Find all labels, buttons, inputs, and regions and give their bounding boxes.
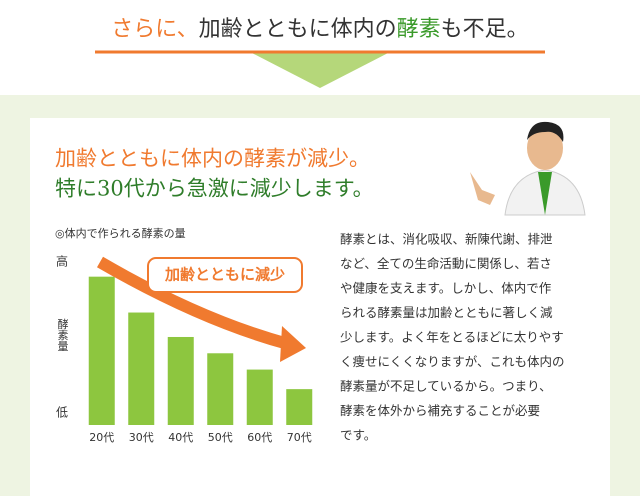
body-line: 酵素量が不足しているから。つまり、 <box>340 379 552 394</box>
person-illustration <box>470 121 586 216</box>
trend-arrow <box>96 256 290 350</box>
x-tick-label: 60代 <box>247 431 272 444</box>
body-line: など、全ての生命活動に関係し、若さ <box>340 256 552 271</box>
annotation: 加齢とともに減少 <box>164 266 285 284</box>
x-tick-label: 70代 <box>287 431 312 444</box>
body-line: 少します。よく年をとるほどに太りやす <box>340 330 564 345</box>
body-line: く痩せにくくなりますが、これも体内の <box>340 354 565 369</box>
body-line: です。 <box>340 428 376 443</box>
x-tick-label: 40代 <box>168 431 193 444</box>
page-title: さらに、加齢とともに体内の酵素も不足。 <box>111 17 528 42</box>
body-line: 酵素を体外から補充することが必要 <box>340 403 540 418</box>
title-part: さらに、 <box>111 17 198 42</box>
down-triangle <box>250 52 390 88</box>
body-text: 酵素とは、消化吸収、新陳代謝、排泄など、全ての生命活動に関係し、若さや健康を支え… <box>340 232 565 443</box>
plot: 低 高 20代 30代 40代 50代 60代 70代 <box>56 254 313 444</box>
y-tick-label: 低 <box>56 406 68 420</box>
title-part: も不足。 <box>441 17 529 42</box>
bar <box>88 276 115 425</box>
body-line: 酵素とは、消化吸収、新陳代謝、排泄 <box>340 232 553 247</box>
y-axis-label: 酵素量 <box>56 318 69 351</box>
card <box>30 118 610 496</box>
arrow-head <box>280 326 306 362</box>
body-line: や健康を支えます。しかし、体内で作 <box>340 281 552 296</box>
headline: 特に30代から急激に減少します。 <box>55 177 374 201</box>
headline: 加齢とともに体内の酵素が減少。 <box>55 147 370 171</box>
bar <box>167 336 194 425</box>
body-line: られる酵素量は加齢とともに著しく減 <box>340 305 553 320</box>
chart-title: ◎体内で作られる酵素の量 <box>55 226 186 240</box>
x-tick-label: 20代 <box>89 431 114 444</box>
y-tick-label: 高 <box>56 254 68 269</box>
x-tick-label: 50代 <box>208 431 233 444</box>
bar <box>286 389 313 425</box>
annotation-box <box>147 257 303 293</box>
bar <box>207 353 234 425</box>
title-part: 酵素 <box>397 17 441 42</box>
title-part: 加齢とともに体内の <box>199 17 397 42</box>
bar <box>128 312 155 425</box>
bar <box>246 369 273 425</box>
x-tick-label: 30代 <box>129 431 154 444</box>
